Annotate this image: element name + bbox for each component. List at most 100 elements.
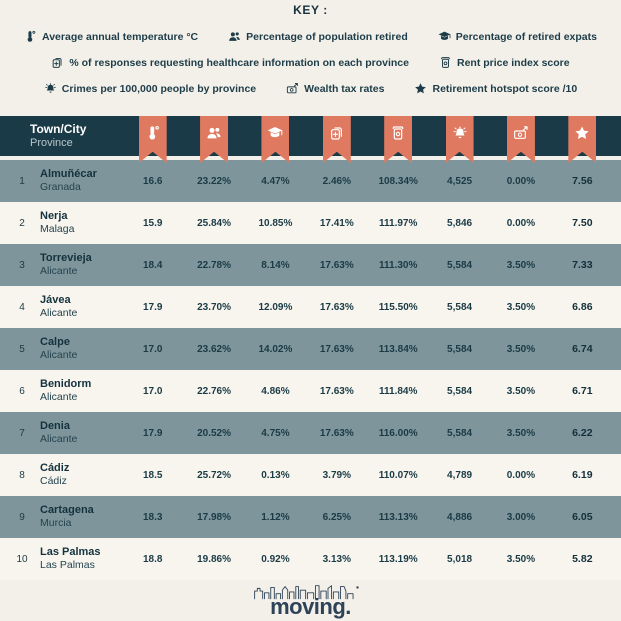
key-item-label: Rent price index score bbox=[456, 56, 570, 69]
cell-hotspot-score: 7.33 bbox=[572, 259, 593, 271]
star-icon bbox=[414, 82, 427, 95]
cell-temperature: 17.9 bbox=[142, 427, 163, 439]
key-item: % of responses requesting healthcare inf… bbox=[51, 56, 409, 69]
province-name: Murcia bbox=[40, 517, 72, 530]
town-cell: Cádiz Cádiz bbox=[32, 462, 122, 488]
province-name: Alicante bbox=[40, 349, 78, 362]
column-ribbon bbox=[200, 116, 229, 163]
province-header-label: Province bbox=[30, 136, 73, 149]
town-name: Cádiz bbox=[40, 462, 70, 475]
cell-retired-expats: 4.47% bbox=[261, 175, 290, 187]
cell-population-retired: 23.22% bbox=[197, 175, 232, 187]
cell-healthcare-requests: 17.41% bbox=[319, 217, 354, 229]
key-item: Average annual temperature °C bbox=[24, 30, 198, 43]
table-row: 7 Denia Alicante 17.9 20.52% 4.75% 17.63% 116.0… bbox=[0, 412, 621, 454]
key-item: Crimes per 100,000 people by province bbox=[44, 82, 256, 95]
cell-temperature: 18.8 bbox=[142, 553, 163, 565]
cell-wealth-tax: 0.00% bbox=[506, 469, 536, 481]
brand-wordmark: moving. bbox=[0, 596, 621, 618]
rank: 2 bbox=[19, 217, 25, 229]
cell-wealth-tax: 3.00% bbox=[506, 511, 536, 523]
cell-crime-rate: 5,018 bbox=[447, 553, 473, 565]
rank: 5 bbox=[19, 343, 25, 355]
town-name: Almuñécar bbox=[40, 168, 97, 181]
rank: 7 bbox=[19, 427, 25, 439]
rank: 3 bbox=[19, 259, 25, 271]
table-row: 3 Torrevieja Alicante 18.4 22.78% 8.14% 17.63%… bbox=[0, 244, 621, 286]
province-name: Alicante bbox=[40, 391, 78, 404]
cell-temperature: 18.5 bbox=[142, 469, 163, 481]
town-cell: Torrevieja Alicante bbox=[32, 252, 122, 278]
cell-healthcare-requests: 3.79% bbox=[322, 469, 351, 481]
cell-wealth-tax: 0.00% bbox=[506, 217, 536, 229]
retirees-icon bbox=[228, 30, 241, 43]
table-row: 6 Benidorm Alicante 17.0 22.76% 4.86% 17.63% 11… bbox=[0, 370, 621, 412]
rank: 4 bbox=[19, 301, 25, 313]
cell-hotspot-score: 6.71 bbox=[572, 385, 593, 397]
cell-temperature: 16.6 bbox=[142, 175, 163, 187]
key-title: KEY : bbox=[293, 3, 328, 17]
key-line: % of responses requesting healthcare inf… bbox=[0, 56, 621, 69]
column-header-wealth-tax bbox=[490, 116, 551, 163]
cell-crime-rate: 5,584 bbox=[447, 427, 473, 439]
key-item-label: Crimes per 100,000 people by province bbox=[61, 82, 257, 95]
column-header-healthcare-requests bbox=[306, 116, 367, 163]
column-header-crime-rate bbox=[429, 116, 490, 163]
key-section: KEY : Average annual temperature °C Perce… bbox=[0, 0, 621, 95]
cell-rent-index: 115.50% bbox=[378, 301, 418, 313]
province-name: Alicante bbox=[40, 265, 78, 278]
cell-retired-expats: 14.02% bbox=[258, 343, 293, 355]
cell-healthcare-requests: 17.63% bbox=[319, 427, 354, 439]
town-name: Calpe bbox=[40, 336, 70, 349]
column-ribbon bbox=[261, 116, 290, 163]
town-cell: Calpe Alicante bbox=[32, 336, 122, 362]
province-name: Malaga bbox=[40, 223, 75, 236]
cell-crime-rate: 5,584 bbox=[447, 385, 473, 397]
cell-hotspot-score: 5.82 bbox=[572, 553, 593, 565]
cell-healthcare-requests: 3.13% bbox=[322, 553, 351, 565]
star-icon bbox=[574, 125, 590, 141]
cell-retired-expats: 10.85% bbox=[258, 217, 293, 229]
cell-hotspot-score: 6.22 bbox=[572, 427, 593, 439]
key-legend: Average annual temperature °C Percentage … bbox=[0, 30, 621, 95]
column-ribbon bbox=[568, 116, 597, 163]
graduation-cap-icon bbox=[267, 125, 283, 141]
town-cell: Almuñécar Granada bbox=[32, 168, 122, 194]
cell-retired-expats: 1.12% bbox=[261, 511, 290, 523]
column-ribbon bbox=[445, 116, 474, 163]
town-name: Benidorm bbox=[40, 378, 92, 391]
cell-population-retired: 22.76% bbox=[197, 385, 232, 397]
retirees-icon bbox=[206, 125, 222, 141]
town-name: Nerja bbox=[40, 210, 68, 223]
column-header-rent-index bbox=[368, 116, 429, 163]
rank: 8 bbox=[19, 469, 25, 481]
province-name: Alicante bbox=[40, 307, 78, 320]
cell-wealth-tax: 3.50% bbox=[506, 301, 536, 313]
key-item: Percentage of population retired bbox=[228, 30, 408, 43]
cell-hotspot-score: 7.50 bbox=[572, 217, 593, 229]
wealth-tax-icon bbox=[513, 125, 529, 141]
cell-healthcare-requests: 17.63% bbox=[319, 385, 354, 397]
key-item: Wealth tax rates bbox=[286, 82, 384, 95]
table-row: 8 Cádiz Cádiz 18.5 25.72% 0.13% 3.79% 110.07% 4,… bbox=[0, 454, 621, 496]
cell-crime-rate: 4,525 bbox=[447, 175, 473, 187]
cell-temperature: 18.3 bbox=[142, 511, 163, 523]
thermometer-icon bbox=[24, 30, 37, 43]
table-body: 1 Almuñécar Granada 16.6 23.22% 4.47% 2.46% 108… bbox=[0, 160, 621, 580]
column-ribbon bbox=[322, 116, 351, 163]
column-header-population-retired bbox=[183, 116, 244, 163]
key-line: Average annual temperature °C Percentage … bbox=[0, 30, 621, 43]
town-name: Jávea bbox=[40, 294, 71, 307]
cell-rent-index: 113.13% bbox=[378, 511, 418, 523]
cell-temperature: 17.9 bbox=[142, 301, 163, 313]
town-cell: Jávea Alicante bbox=[32, 294, 122, 320]
city-skyline-logo-icon bbox=[253, 585, 359, 600]
cell-hotspot-score: 6.05 bbox=[572, 511, 593, 523]
cell-retired-expats: 8.14% bbox=[261, 259, 290, 271]
footer: moving. bbox=[0, 580, 621, 619]
town-cell: Benidorm Alicante bbox=[32, 378, 122, 404]
cell-population-retired: 22.78% bbox=[197, 259, 232, 271]
thermometer-icon bbox=[145, 125, 161, 141]
healthcare-info-icon bbox=[51, 56, 64, 69]
cell-population-retired: 25.84% bbox=[197, 217, 232, 229]
